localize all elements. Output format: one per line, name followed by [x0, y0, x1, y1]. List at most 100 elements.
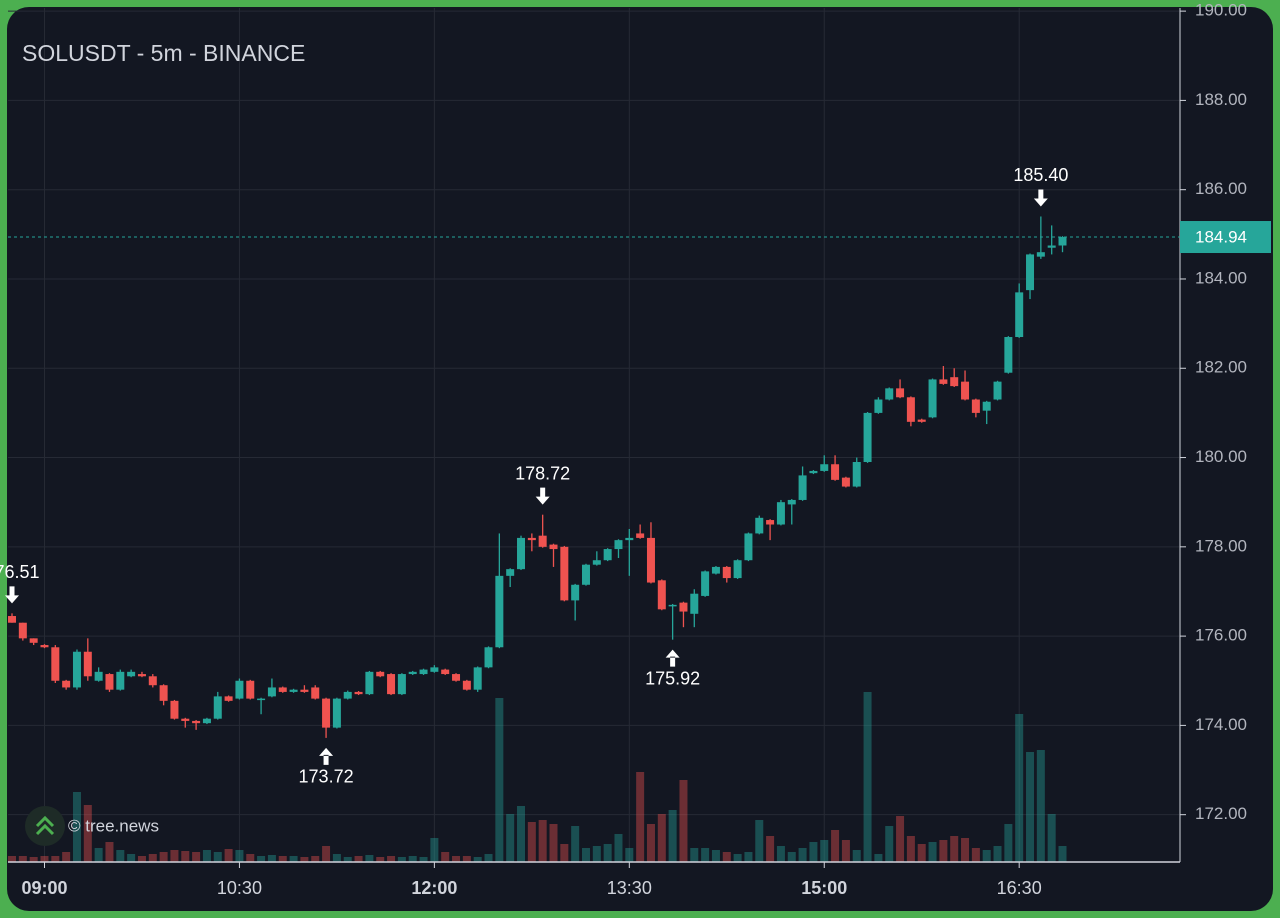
volume-bar [408, 856, 417, 862]
volume-bar [679, 780, 688, 862]
candle-body [506, 569, 515, 576]
axes: 172.00 174.00 176.00 178.00 180.00 182.00 184.… [21, 1, 1247, 898]
volume-bar [581, 848, 590, 862]
candle-body [137, 674, 146, 677]
candle-body [408, 671, 417, 675]
volume-bar [397, 857, 406, 862]
candle-body [170, 700, 179, 719]
volume-bar [192, 852, 201, 862]
volume-bar [939, 840, 948, 862]
volume-bar [733, 854, 742, 862]
volume-bar [1058, 846, 1067, 862]
volume-bar [376, 857, 385, 862]
candle-body [300, 689, 309, 692]
volume-bar [441, 852, 450, 862]
candle-body [127, 671, 136, 677]
candle-body [1015, 292, 1024, 338]
volume-bar [473, 857, 482, 862]
volume-bar [452, 856, 461, 862]
candle-body [452, 674, 461, 681]
volume-bar [1036, 750, 1045, 862]
candle-body [603, 549, 612, 561]
candle-body [971, 399, 980, 413]
candle-body [538, 535, 547, 547]
volume-bar [625, 848, 634, 862]
candle-body [722, 566, 731, 579]
candle-body [711, 566, 720, 574]
y-tick-label: 186.00 [1195, 179, 1247, 198]
candle-body [906, 397, 915, 422]
volume-bar [971, 848, 980, 862]
candle-body [657, 580, 666, 610]
candle-body [852, 462, 861, 487]
volume-bar [614, 834, 623, 862]
volume-bar [311, 856, 320, 862]
volume-bar [462, 856, 471, 862]
volume-bar [506, 814, 515, 862]
volume-bar [72, 792, 81, 862]
candle-body [397, 674, 406, 695]
candle-body [733, 560, 742, 579]
volume-bar [278, 856, 287, 862]
candle-body [776, 502, 785, 525]
candle-body [116, 671, 125, 690]
volume-bar [549, 824, 558, 862]
volume-bar [116, 850, 125, 862]
candle-layer [8, 216, 1067, 738]
y-tick-label: 188.00 [1195, 90, 1247, 109]
candle-body [766, 520, 775, 525]
y-tick-label: 172.00 [1195, 804, 1247, 823]
volume-bar [387, 856, 396, 862]
volume-bar [29, 857, 38, 862]
volume-bar [267, 855, 276, 862]
chart-title: SOLUSDT - 5m - BINANCE [22, 40, 305, 66]
volume-bar [1004, 824, 1013, 862]
volume-bar [137, 856, 146, 862]
volume-bar [950, 836, 959, 862]
volume-bar [668, 810, 677, 862]
candle-body [246, 680, 255, 699]
candle-body [376, 671, 385, 677]
candle-body [181, 718, 190, 721]
volume-bar [495, 698, 504, 862]
volume-bar [755, 820, 764, 862]
volume-bar [1015, 714, 1024, 862]
volume-bar [83, 805, 92, 862]
candle-body [441, 669, 450, 675]
candle-body [278, 687, 287, 692]
candle-body [701, 571, 710, 596]
volume-bar [517, 806, 526, 862]
volume-bar [982, 850, 991, 862]
volume-bar [224, 849, 233, 862]
volume-bar [993, 846, 1002, 862]
annotation-label: 173.72 [299, 767, 354, 787]
annotation-label: 185.40 [1013, 165, 1068, 185]
x-tick-label: 16:30 [997, 878, 1042, 898]
volume-bar [657, 814, 666, 862]
candle-body [614, 540, 623, 550]
watermark-chevrons [35, 815, 55, 836]
candle-body [365, 671, 374, 695]
volume-bar [343, 857, 352, 862]
volume-bar [787, 852, 796, 862]
candle-body [560, 546, 569, 601]
candle-body [787, 499, 796, 505]
x-tick-label: 10:30 [217, 878, 262, 898]
volume-bar [289, 856, 298, 862]
candle-body [581, 564, 590, 585]
volume-bar [1047, 814, 1056, 862]
annotation-label: 175.92 [645, 668, 700, 688]
candle-body [874, 399, 883, 413]
candle-body [267, 687, 276, 697]
candle-body [322, 698, 331, 728]
candle-body [8, 616, 16, 623]
volume-bar [906, 836, 915, 862]
volume-bar [722, 852, 731, 862]
volume-bar [766, 836, 775, 862]
candle-body [841, 477, 850, 487]
volume-bar [170, 850, 179, 862]
candle-body [495, 575, 504, 648]
candle-body [94, 671, 103, 681]
candle-body [343, 691, 352, 699]
volume-bar [852, 850, 861, 862]
